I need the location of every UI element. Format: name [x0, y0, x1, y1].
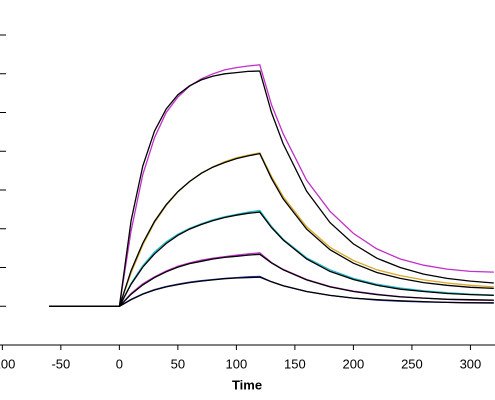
x-tick-label: 300	[460, 356, 482, 371]
x-tick-label: 100	[226, 356, 248, 371]
series-line	[49, 152, 494, 307]
x-tick-label: 250	[401, 356, 423, 371]
x-tick-label: -100	[0, 356, 15, 371]
x-tick-label: -50	[51, 356, 70, 371]
x-tick-label: 200	[343, 356, 365, 371]
series-line	[49, 152, 494, 307]
series-line	[49, 276, 494, 307]
x-tick-label: 150	[284, 356, 306, 371]
series-line	[49, 70, 494, 307]
series-line	[49, 211, 494, 307]
x-tick-label: 0	[116, 356, 123, 371]
x-tick-label: 50	[171, 356, 185, 371]
series-line	[49, 64, 494, 307]
x-axis-label: Time	[232, 377, 262, 392]
series-line	[49, 253, 494, 307]
